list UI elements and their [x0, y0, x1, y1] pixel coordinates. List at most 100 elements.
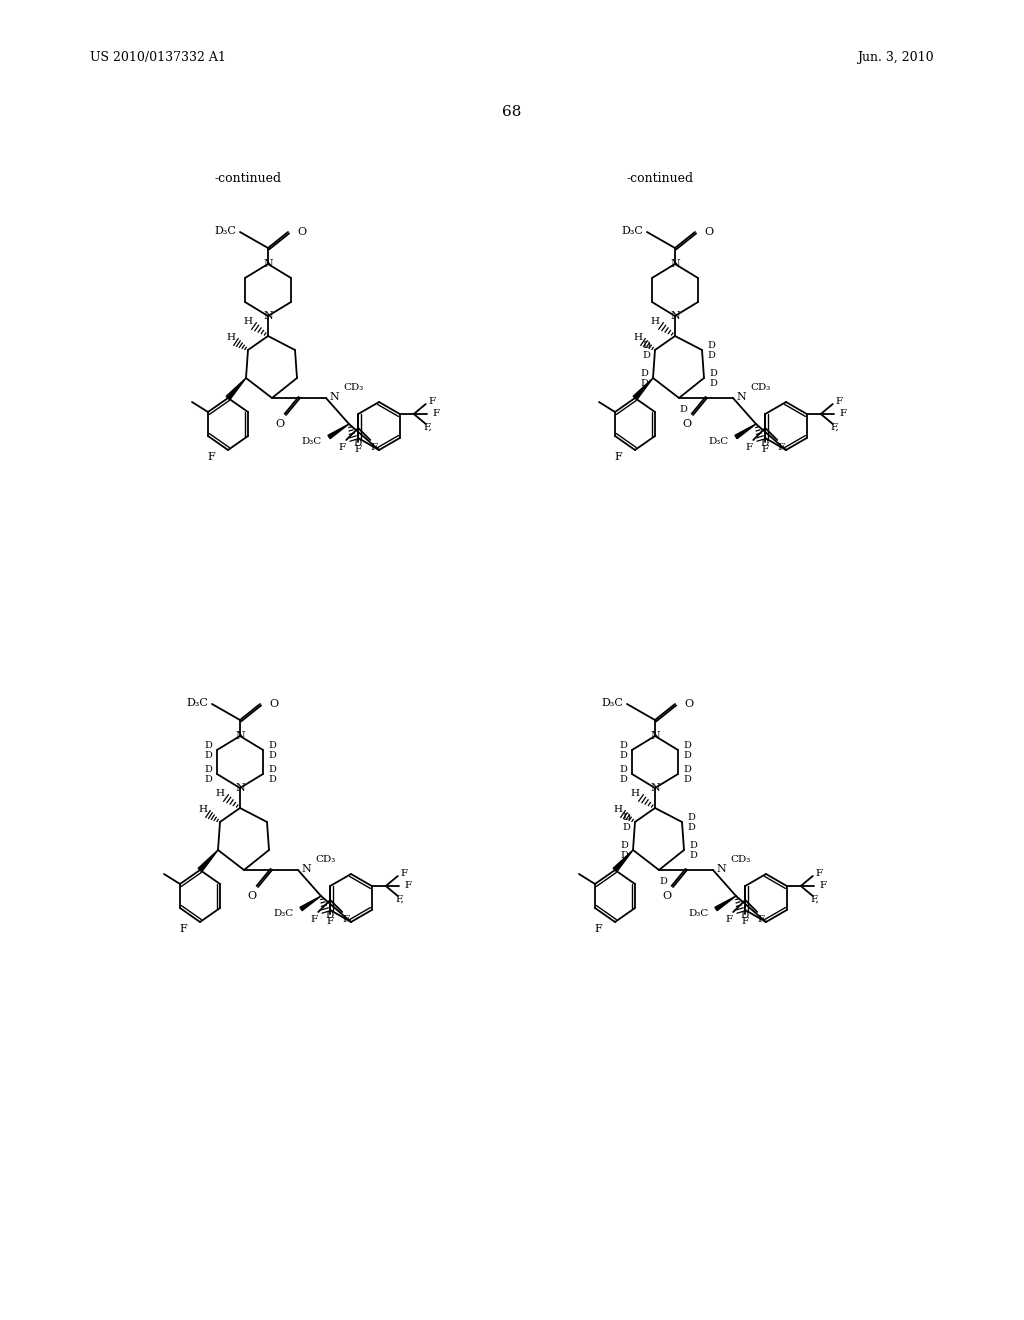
Text: D: D: [709, 368, 717, 378]
Text: N: N: [263, 312, 272, 321]
Text: N: N: [329, 392, 339, 403]
Text: D: D: [642, 341, 650, 350]
Text: N: N: [301, 865, 310, 874]
Text: N: N: [670, 312, 680, 321]
Text: H: H: [199, 804, 208, 813]
Text: CD₃: CD₃: [343, 383, 364, 392]
Polygon shape: [735, 424, 756, 438]
Text: H: H: [215, 788, 224, 797]
Polygon shape: [300, 896, 321, 911]
Text: F: F: [836, 397, 843, 407]
Text: CD₃: CD₃: [730, 854, 751, 863]
Text: F,: F,: [423, 422, 432, 432]
Text: D: D: [620, 775, 627, 784]
Polygon shape: [198, 850, 218, 871]
Text: D: D: [679, 405, 687, 414]
Text: F: F: [327, 917, 334, 927]
Text: N: N: [650, 731, 659, 741]
Text: D: D: [761, 440, 769, 449]
Text: F: F: [400, 870, 408, 879]
Polygon shape: [328, 424, 349, 438]
Text: F: F: [428, 397, 435, 407]
Polygon shape: [613, 850, 633, 871]
Text: F,: F,: [395, 895, 404, 903]
Text: D: D: [621, 841, 628, 850]
Text: F: F: [179, 924, 187, 935]
Text: F: F: [745, 444, 753, 453]
Text: D₃C: D₃C: [622, 226, 643, 236]
Text: F: F: [777, 444, 784, 453]
Text: N: N: [236, 783, 245, 793]
Text: F: F: [594, 924, 602, 935]
Text: D: D: [621, 850, 628, 859]
Text: F: F: [404, 882, 412, 891]
Text: D: D: [620, 751, 627, 759]
Text: F: F: [342, 916, 349, 924]
Text: D: D: [620, 764, 627, 774]
Text: D: D: [620, 741, 627, 750]
Text: F: F: [371, 444, 377, 453]
Text: N: N: [736, 392, 745, 403]
Text: F: F: [207, 451, 215, 462]
Text: D: D: [683, 751, 691, 759]
Text: D₃C: D₃C: [601, 698, 623, 708]
Text: 68: 68: [503, 106, 521, 119]
Polygon shape: [226, 378, 246, 400]
Text: D: D: [268, 764, 275, 774]
Text: D: D: [204, 751, 212, 759]
Text: D: D: [689, 841, 697, 850]
Text: H: H: [634, 333, 642, 342]
Text: D: D: [683, 775, 691, 784]
Text: D: D: [642, 351, 650, 359]
Text: F: F: [614, 451, 622, 462]
Text: F: F: [762, 446, 769, 454]
Polygon shape: [633, 378, 653, 400]
Text: F: F: [339, 444, 346, 453]
Polygon shape: [715, 896, 736, 911]
Text: O: O: [663, 891, 672, 902]
Text: D: D: [640, 379, 648, 388]
Text: D: D: [354, 440, 362, 449]
Text: US 2010/0137332 A1: US 2010/0137332 A1: [90, 51, 226, 65]
Text: D: D: [204, 741, 212, 750]
Text: CD₃: CD₃: [315, 854, 335, 863]
Text: -continued: -continued: [214, 172, 282, 185]
Text: H: H: [613, 804, 623, 813]
Text: O: O: [705, 227, 713, 238]
Text: F,: F,: [810, 895, 819, 903]
Text: Jun. 3, 2010: Jun. 3, 2010: [857, 51, 934, 65]
Text: D: D: [689, 850, 697, 859]
Text: F: F: [726, 916, 733, 924]
Text: D: D: [204, 764, 212, 774]
Text: D: D: [268, 775, 275, 784]
Text: D: D: [707, 351, 715, 359]
Text: D: D: [268, 741, 275, 750]
Text: D: D: [268, 751, 275, 759]
Text: N: N: [263, 259, 272, 269]
Text: D₃C: D₃C: [186, 698, 208, 708]
Text: D: D: [687, 822, 695, 832]
Text: O: O: [684, 700, 693, 709]
Text: F: F: [757, 916, 764, 924]
Text: N: N: [716, 865, 726, 874]
Text: O: O: [682, 418, 691, 429]
Text: H: H: [650, 317, 659, 326]
Text: F: F: [815, 870, 822, 879]
Text: N: N: [670, 259, 680, 269]
Text: O: O: [275, 418, 285, 429]
Text: D: D: [326, 912, 334, 920]
Text: F: F: [310, 916, 317, 924]
Text: D: D: [204, 775, 212, 784]
Text: D₃C: D₃C: [689, 909, 709, 919]
Text: H: H: [244, 317, 253, 326]
Text: D: D: [707, 341, 715, 350]
Text: F: F: [840, 409, 847, 418]
Text: O: O: [248, 891, 257, 902]
Text: H: H: [631, 788, 640, 797]
Text: D: D: [640, 368, 648, 378]
Text: D: D: [683, 741, 691, 750]
Text: D₃C: D₃C: [709, 437, 729, 446]
Text: O: O: [269, 700, 279, 709]
Text: CD₃: CD₃: [750, 383, 770, 392]
Text: O: O: [297, 227, 306, 238]
